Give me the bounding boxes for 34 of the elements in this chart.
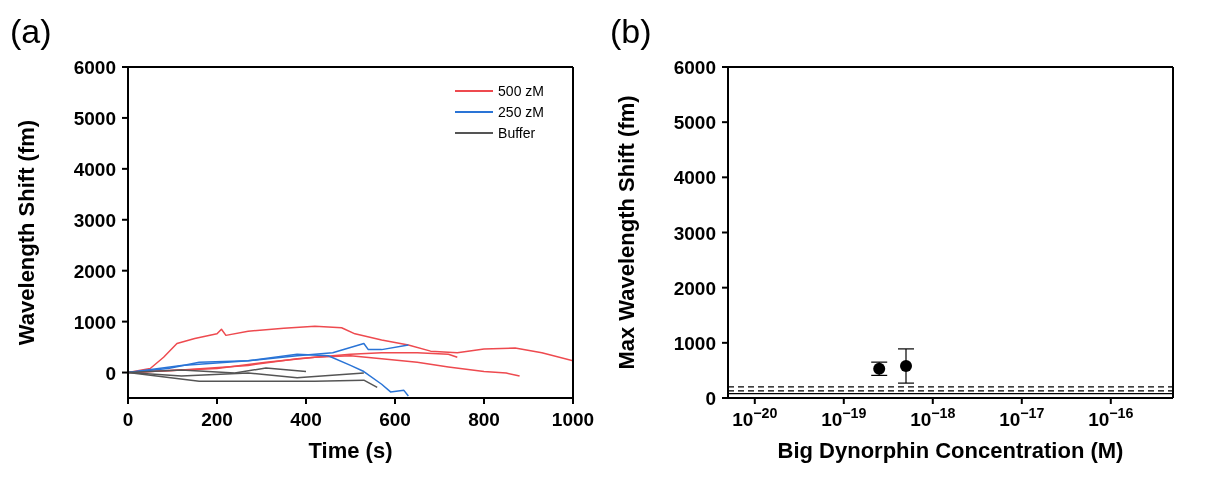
x-tick-label: 200 [201, 409, 233, 430]
x-tick-label: 600 [379, 409, 411, 430]
legend-label: 250 zM [498, 103, 544, 120]
chart-title: (a) [10, 12, 52, 51]
y-tick-label: 0 [705, 388, 716, 409]
y-tick-label: 4000 [673, 167, 716, 189]
x-tick-label: 10$^{−18}$ [910, 405, 956, 430]
y-tick-label: 1000 [673, 332, 716, 354]
y-tick-label: 2000 [73, 260, 116, 282]
x-tick-label: 0 [122, 409, 134, 430]
x-tick-label: 10$^{−20}$ [732, 405, 778, 430]
x-tick-label: 800 [468, 409, 500, 430]
y-axis-title: Max Wavelength Shift (fm) [613, 95, 639, 370]
y-tick-label: 3000 [73, 209, 116, 231]
x-axis-title: Time (s) [308, 438, 393, 463]
chart-title: (b) [610, 12, 652, 51]
x-axis-title: Big Dynorphin Concentration (M) [777, 438, 1124, 463]
x-tick-label: 10$^{−17}$ [999, 405, 1045, 430]
x-tick-label: 400 [290, 409, 322, 430]
y-tick-label: 5000 [73, 107, 116, 129]
y-tick-label: 4000 [73, 158, 116, 180]
y-tick-label: 3000 [673, 222, 716, 244]
y-tick-label: 2000 [673, 277, 716, 299]
legend-label: 500 zM [498, 82, 544, 99]
y-tick-label: 6000 [673, 57, 716, 78]
x-tick-label: 10$^{−19}$ [821, 405, 867, 430]
y-tick-label: 5000 [673, 112, 716, 134]
x-tick-label: 10$^{−16}$ [1088, 405, 1134, 430]
y-tick-label: 1000 [73, 311, 116, 333]
y-tick-label: 0 [105, 362, 116, 384]
legend-label: Buffer [498, 124, 536, 141]
y-axis-title: Wavelength Shift (fm) [13, 119, 39, 346]
y-tick-label: 6000 [73, 57, 116, 78]
x-tick-label: 1000 [551, 409, 595, 430]
